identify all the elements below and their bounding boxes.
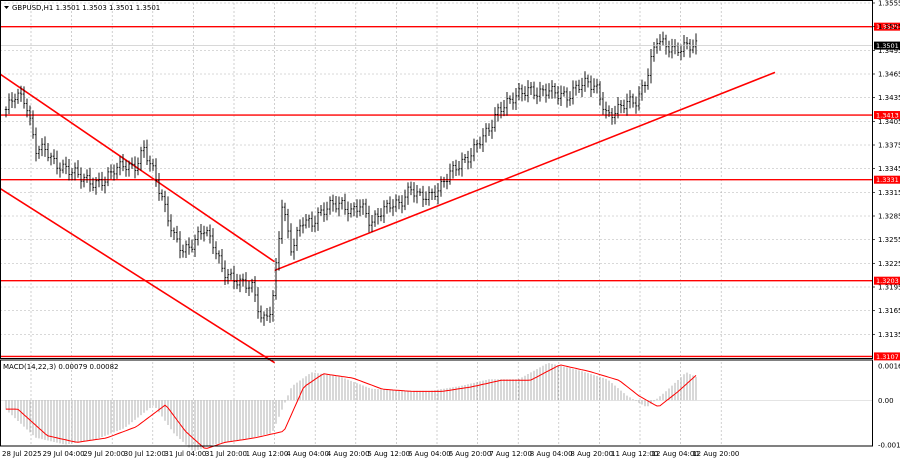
x-tick-label: 31 Jul 04:00 (164, 450, 206, 458)
current-price-box (874, 41, 900, 50)
y-tick-label: 1.3135 (878, 331, 900, 339)
level-label-box (874, 352, 900, 361)
macd-y-label: 0.00 (878, 397, 894, 405)
x-tick-label: 28 Jul 2025 (2, 450, 42, 458)
current-price-label: 1.3501 (876, 42, 899, 50)
y-tick-label: 1.3225 (878, 260, 900, 268)
y-tick-label: 1.3375 (878, 142, 900, 150)
macd-y-label: -0.00196 (878, 442, 900, 450)
trend-line (0, 187, 276, 364)
level-label-box (874, 276, 900, 285)
x-tick-label: 8 Aug 20:00 (570, 450, 613, 458)
y-tick-label: 1.3405 (878, 118, 900, 126)
x-tick-label: 12 Aug 04:00 (652, 450, 699, 458)
x-tick-label: 1 Aug 12:00 (246, 450, 289, 458)
axes (0, 0, 875, 447)
level-label-box (874, 111, 900, 120)
trend-lines (0, 71, 776, 364)
x-tick-label: 29 Jul 20:00 (83, 450, 125, 458)
y-tick-label: 1.3465 (878, 71, 900, 79)
y-tick-label: 1.3435 (878, 94, 900, 102)
macd-title: MACD(14,22,3) 0.00079 0.00082 (3, 363, 119, 371)
y-tick-label: 1.3315 (878, 189, 900, 197)
x-tick-label: 11 Aug 12:00 (611, 450, 658, 458)
level-label: 1.3525 (876, 23, 899, 31)
chevron-down-icon[interactable] (4, 6, 9, 9)
level-label: 1.3413 (876, 112, 899, 120)
price-bars: 1.3501 (0, 31, 900, 326)
level-label-box (874, 175, 900, 184)
x-tick-label: 4 Aug 20:00 (327, 450, 370, 458)
y-tick-label: 1.3255 (878, 236, 900, 244)
main-pane-frame (0, 0, 873, 359)
macd-pane-frame (0, 359, 873, 447)
y-tick-label: 1.3165 (878, 307, 900, 315)
level-label-box (874, 22, 900, 31)
x-tick-label: 4 Aug 04:00 (286, 450, 329, 458)
macd-signal-line (6, 364, 697, 449)
symbol-title-text: GBPUSD,H1 1.3501 1.3503 1.3501 1.3501 (12, 4, 160, 12)
y-tick-label: 1.3555 (878, 0, 900, 8)
x-tick-label: 31 Jul 20:00 (205, 450, 247, 458)
trend-line (0, 73, 276, 263)
symbol-title: GBPUSD,H1 1.3501 1.3503 1.3501 1.3501 (4, 4, 160, 12)
x-tick-label: 30 Jul 12:00 (124, 450, 166, 458)
level-label: 1.3331 (876, 176, 899, 184)
macd-histogram (0, 363, 872, 451)
x-tick-label: 7 Aug 12:00 (489, 450, 532, 458)
x-tick-label: 6 Aug 20:00 (449, 450, 492, 458)
horizontal-levels: 1.3525 1.3413 1.3331 1.3203 1.3107 (0, 22, 900, 361)
grid (0, 2, 872, 446)
y-tick-label: 1.3525 (878, 23, 900, 31)
x-tick-label: 8 Aug 04:00 (530, 450, 573, 458)
y-tick-label: 1.3195 (878, 284, 900, 292)
x-tick-label: 29 Jul 04:00 (43, 450, 85, 458)
y-tick-label: 1.3495 (878, 47, 900, 55)
y-tick-label: 1.3285 (878, 213, 900, 221)
x-tick-label: 6 Aug 04:00 (408, 450, 451, 458)
x-tick-label: 12 Aug 20:00 (692, 450, 739, 458)
y-tick-label: 1.3345 (878, 165, 900, 173)
level-label: 1.3107 (876, 353, 899, 361)
x-tick-label: 5 Aug 12:00 (367, 450, 410, 458)
trend-line (274, 71, 776, 272)
macd-y-label: 0.00164 (878, 363, 900, 371)
level-label: 1.3203 (876, 277, 899, 285)
